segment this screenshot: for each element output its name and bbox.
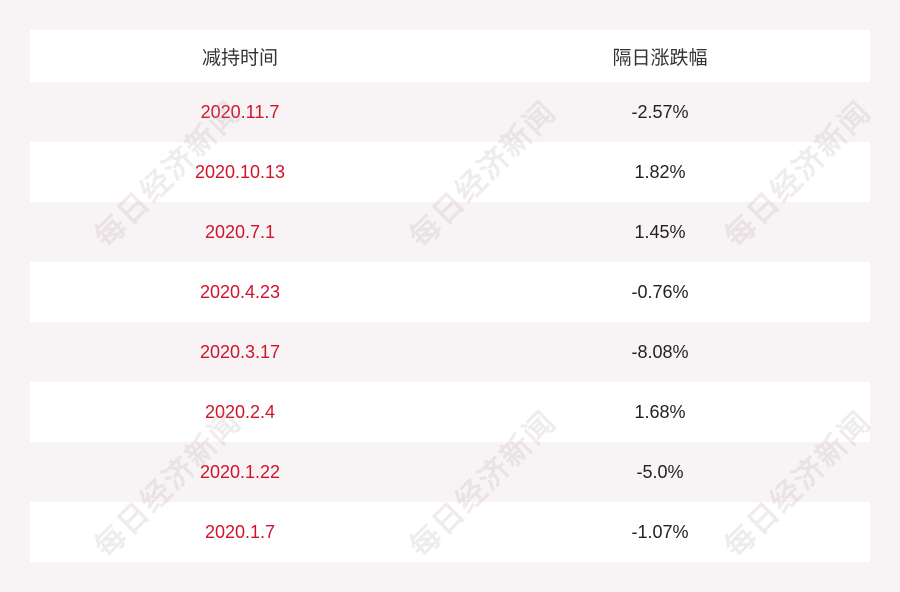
header-cell: 减持时间 xyxy=(201,47,278,69)
table-row: 2020.10.13 1.82% xyxy=(30,142,870,202)
date-cell: 2020.11.7 xyxy=(200,101,280,122)
date-cell: 2020.4.23 xyxy=(199,281,281,302)
date-cell: 2020.1.7 xyxy=(204,521,276,542)
header-cell: 隔日涨跌幅 xyxy=(612,47,708,69)
date-cell: 2020.2.4 xyxy=(204,401,276,422)
table-row: 2020.7.1 1.45% xyxy=(30,202,870,262)
table-row: 2020.1.7 -1.07% xyxy=(30,502,870,562)
date-cell: 2020.1.22 xyxy=(199,461,281,482)
date-cell: 2020.7.1 xyxy=(204,221,276,242)
change-cell: -0.76% xyxy=(631,281,689,302)
table-row: 2020.3.17 -8.08% xyxy=(30,322,870,382)
date-cell: 2020.10.13 xyxy=(194,161,286,182)
header-row: 减持时间 隔日涨跌幅 xyxy=(30,30,870,82)
table: 减持时间 隔日涨跌幅 2020.11.7 -2.57% 2020.10.13 1.82% 2… xyxy=(30,30,870,562)
change-cell: 1.68% xyxy=(634,401,686,422)
change-cell: -8.08% xyxy=(631,341,689,362)
table-row: 2020.11.7 -2.57% xyxy=(30,82,870,142)
change-cell: -5.0% xyxy=(636,461,684,482)
change-cell: 1.82% xyxy=(634,161,686,182)
date-cell: 2020.3.17 xyxy=(199,341,281,362)
change-cell: -1.07% xyxy=(631,521,689,542)
change-cell: -2.57% xyxy=(631,101,689,122)
table-row: 2020.4.23 -0.76% xyxy=(30,262,870,322)
table-row: 2020.1.22 -5.0% xyxy=(30,442,870,502)
change-cell: 1.45% xyxy=(634,221,686,242)
table-row: 2020.2.4 1.68% xyxy=(30,382,870,442)
